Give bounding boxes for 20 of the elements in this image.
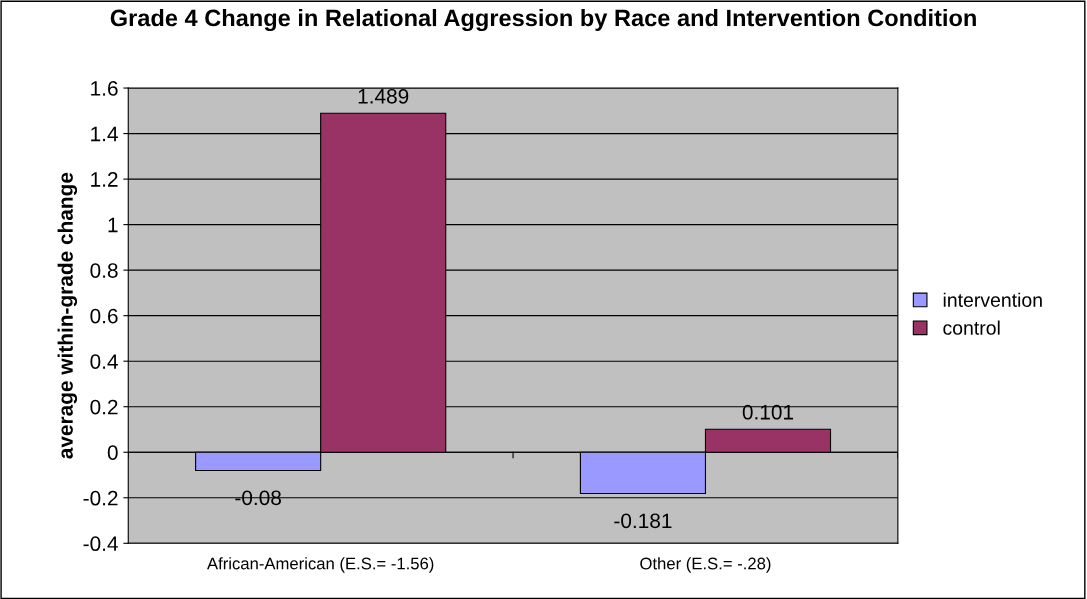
y-tick-label: -0.2 <box>83 490 118 506</box>
y-tick-label: 0 <box>107 445 118 460</box>
y-tick-label: 1 <box>108 217 118 233</box>
y-tick-label: 0.4 <box>90 354 118 369</box>
legend-label: control <box>943 320 1000 335</box>
y-tick-label: 1.2 <box>91 172 118 187</box>
data-label: -0.181 <box>614 513 672 529</box>
legend-label: intervention <box>943 292 1042 307</box>
x-tick-label: Other (E.S.= -.28) <box>640 557 771 573</box>
data-label: 1.489 <box>358 88 409 104</box>
y-tick-label: 0.2 <box>90 399 118 415</box>
y-tick-label: 1.4 <box>91 126 118 142</box>
x-tick-label: African-American (E.S.= -1.56) <box>207 557 434 573</box>
y-axis-title: average within-grade change <box>57 172 78 459</box>
chart-title: Grade 4 Change in Relational Aggression by Race and Intervention Condition <box>110 8 976 32</box>
data-label: 0.101 <box>742 404 794 420</box>
y-tick-label: 1.6 <box>91 81 118 96</box>
y-tick-label: -0.4 <box>83 536 118 552</box>
y-tick-label: 0.6 <box>90 308 118 324</box>
y-tick-label: 0.8 <box>90 263 118 278</box>
